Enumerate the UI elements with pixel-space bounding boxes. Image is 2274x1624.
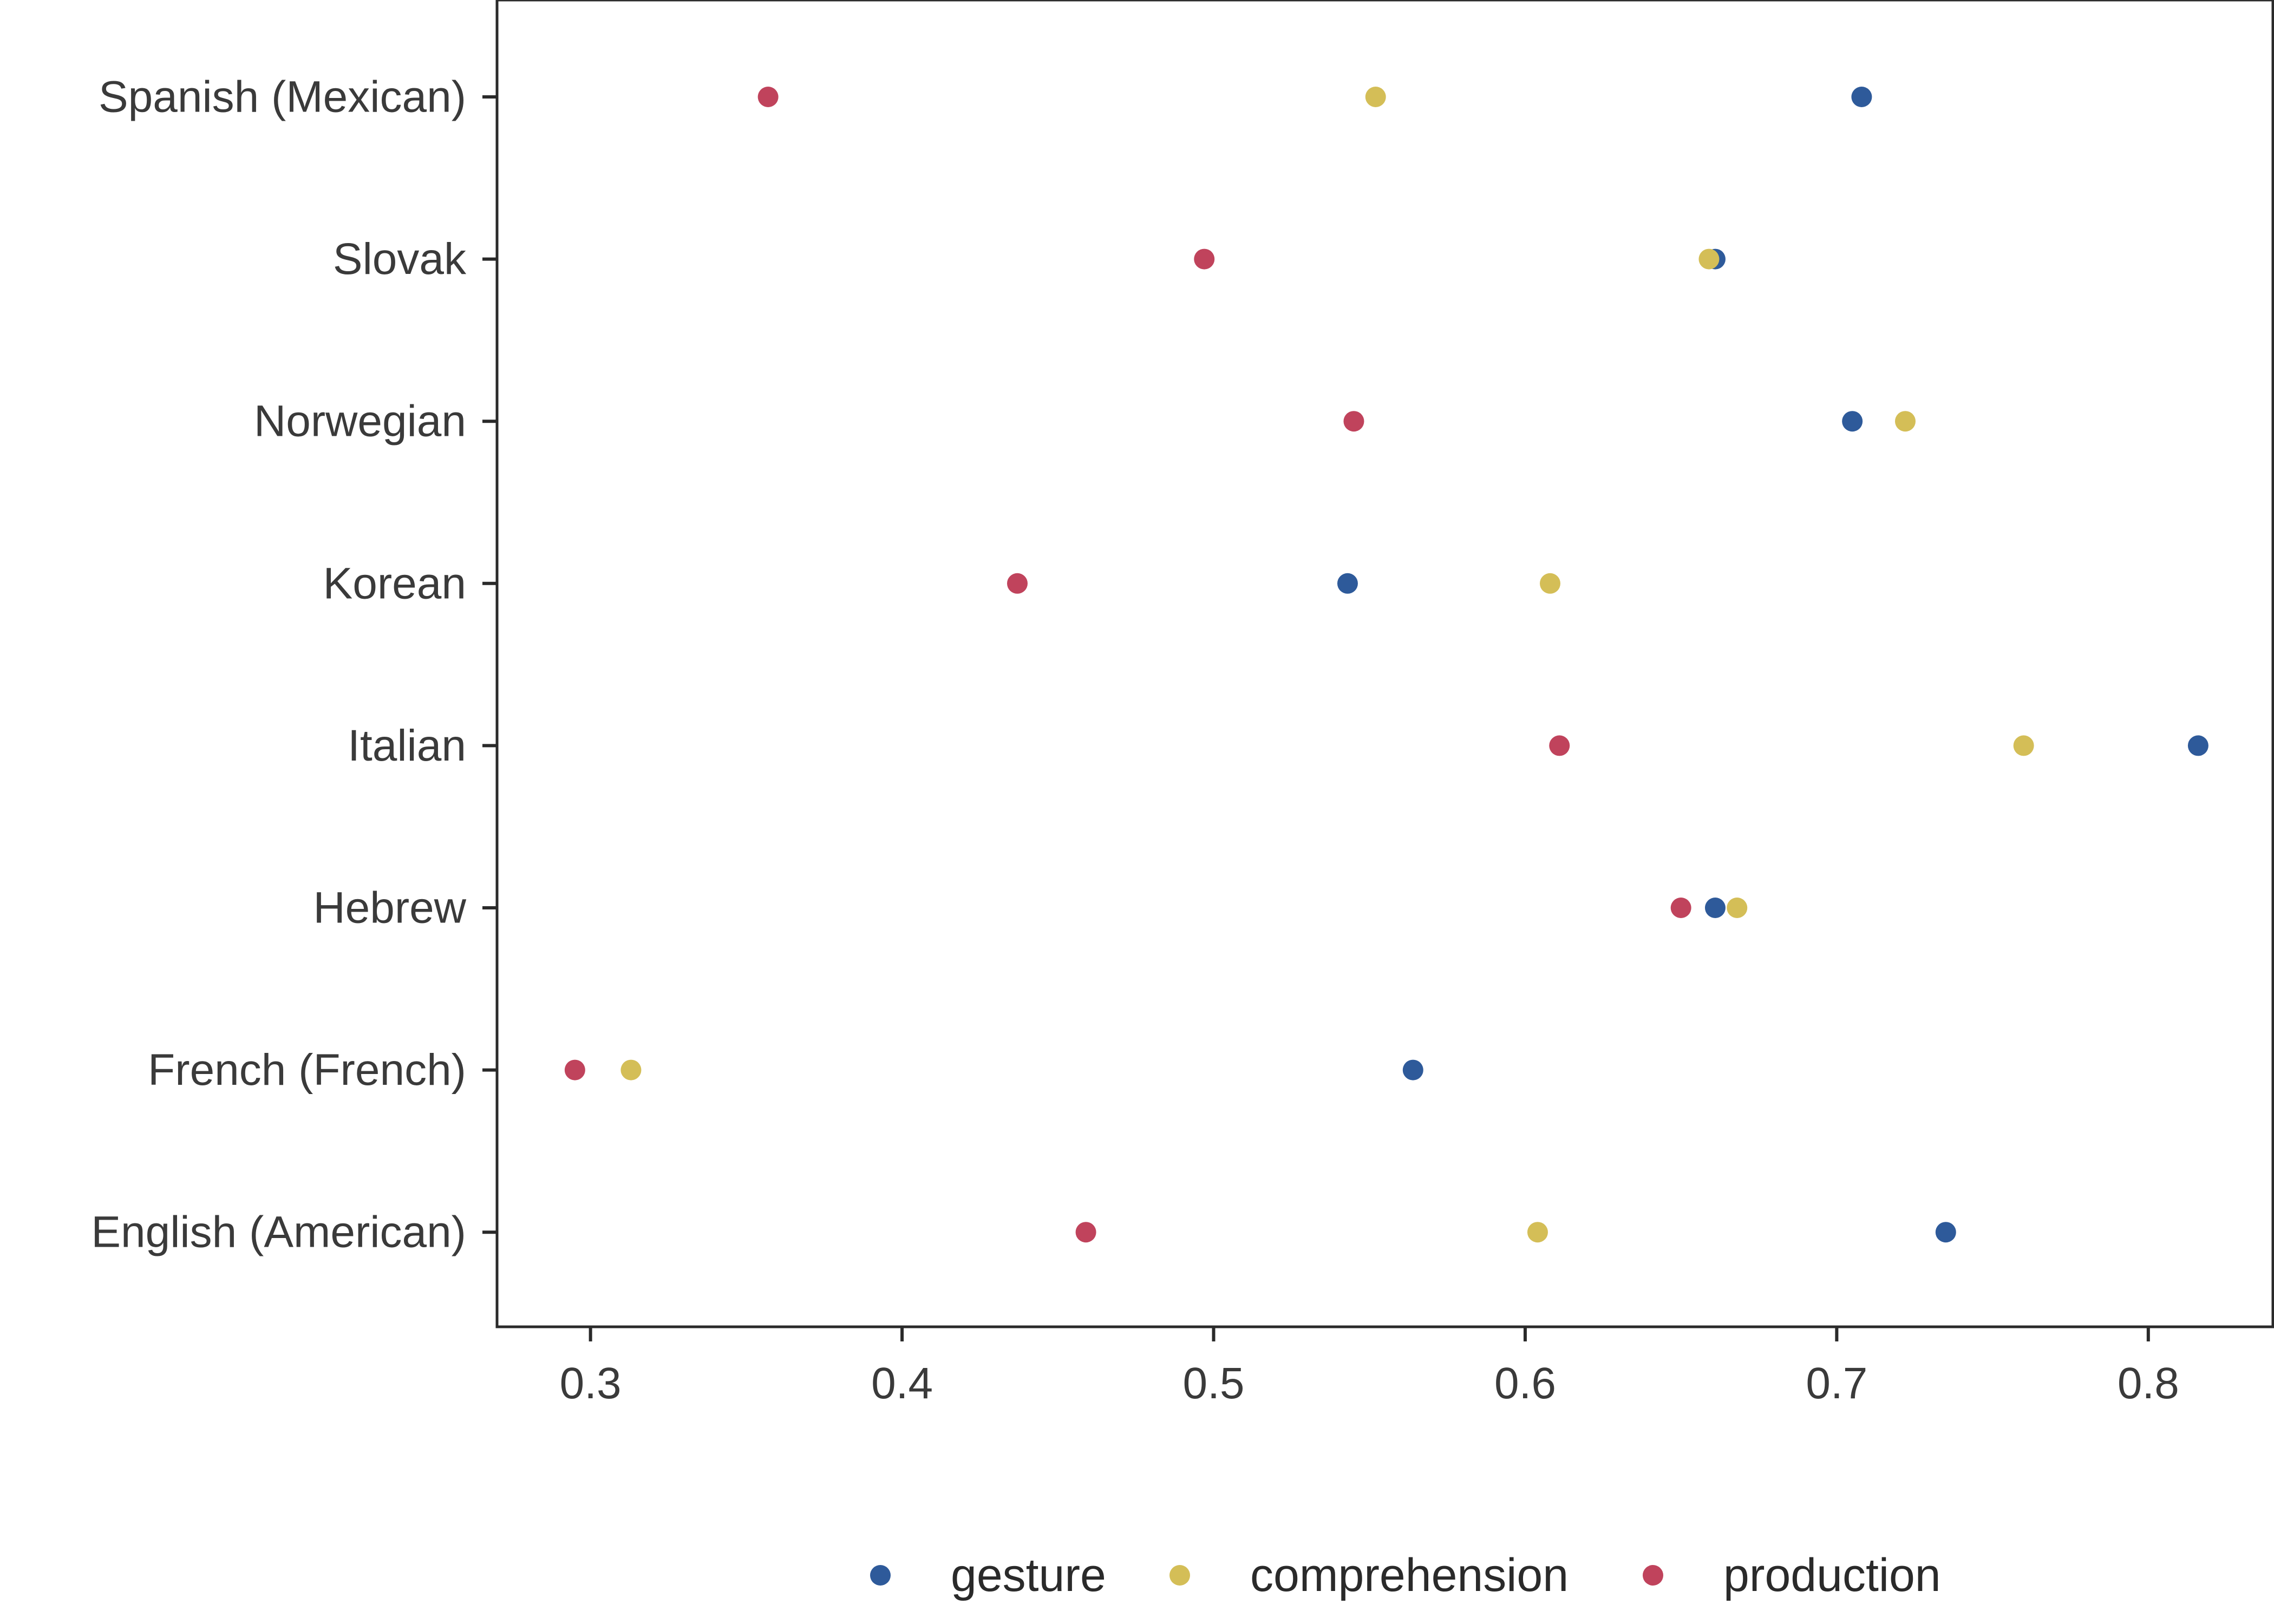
data-point-gesture	[1842, 411, 1863, 432]
legend: gesture comprehension production	[870, 1549, 1941, 1601]
x-tick-label: 0.5	[1183, 1359, 1245, 1408]
x-tick-label: 0.4	[871, 1359, 933, 1408]
data-point-production	[564, 1059, 585, 1081]
legend-label-comprehension: comprehension	[1250, 1549, 1569, 1601]
legend-key-production	[1643, 1565, 1663, 1586]
x-tick-label: 0.8	[2118, 1359, 2179, 1408]
data-points	[564, 87, 2208, 1243]
data-point-comprehension	[1727, 898, 1748, 918]
data-point-production	[1194, 248, 1215, 270]
x-tick-label: 0.3	[560, 1359, 622, 1408]
data-point-gesture	[1704, 898, 1726, 918]
data-point-gesture	[2187, 735, 2208, 756]
y-tick-label: Norwegian	[254, 397, 466, 446]
legend-key-gesture	[870, 1565, 891, 1586]
x-axis: 0.3 0.4 0.5 0.6 0.7 0.8	[560, 1327, 2179, 1408]
data-point-production	[1549, 735, 1570, 756]
data-point-production	[1343, 411, 1364, 432]
legend-key-comprehension	[1169, 1565, 1190, 1586]
y-tick-label: Slovak	[333, 234, 467, 284]
y-tick-label: Spanish (Mexican)	[99, 73, 466, 122]
y-tick-label: Hebrew	[313, 883, 466, 933]
y-axis: Spanish (Mexican) Slovak Norwegian Korean It…	[91, 73, 497, 1257]
data-point-comprehension	[1698, 248, 1720, 270]
data-point-comprehension	[2013, 735, 2034, 756]
data-point-gesture	[1402, 1059, 1423, 1081]
data-point-comprehension	[1527, 1222, 1548, 1243]
data-point-gesture	[1851, 87, 1872, 107]
data-point-production	[1670, 898, 1691, 918]
y-tick-label: French (French)	[148, 1045, 466, 1095]
y-tick-label: Korean	[323, 559, 466, 608]
data-point-comprehension	[1894, 411, 1916, 432]
legend-label-production: production	[1723, 1549, 1941, 1601]
y-tick-label: Italian	[348, 721, 466, 770]
plot-panel-border	[495, 0, 2274, 1328]
data-point-production	[757, 87, 779, 107]
x-tick-label: 0.7	[1806, 1359, 1867, 1408]
legend-label-gesture: gesture	[951, 1549, 1106, 1601]
data-point-production	[1007, 573, 1028, 594]
data-point-production	[1075, 1222, 1096, 1243]
data-point-comprehension	[1539, 573, 1560, 594]
data-point-gesture	[1935, 1222, 1956, 1243]
data-point-comprehension	[620, 1059, 642, 1081]
x-tick-label: 0.6	[1494, 1359, 1556, 1408]
data-point-comprehension	[1365, 87, 1386, 107]
y-tick-label: English (American)	[91, 1208, 466, 1257]
data-point-gesture	[1337, 573, 1358, 594]
